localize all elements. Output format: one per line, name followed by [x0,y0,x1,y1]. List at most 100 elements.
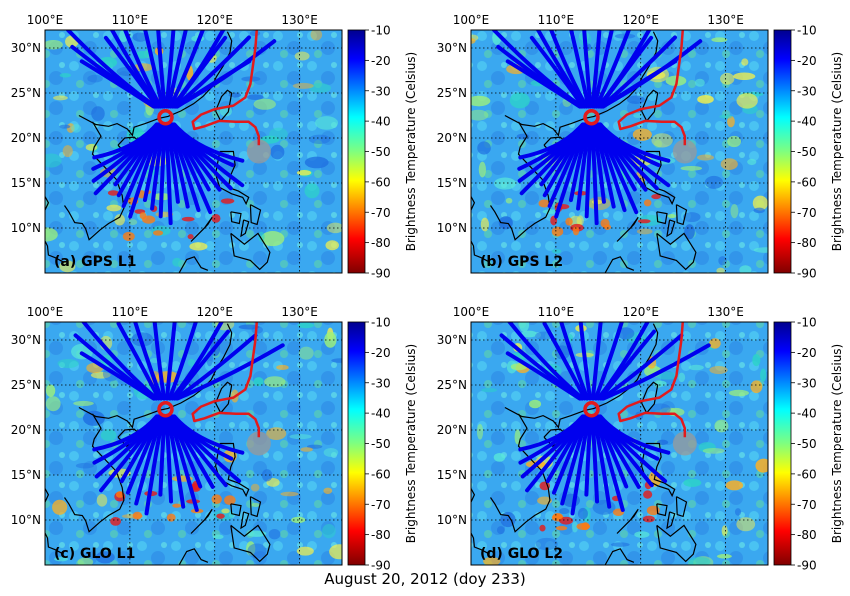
cloud-blob [480,217,489,232]
cloud-blob [667,214,676,219]
cloud-blob [59,260,76,273]
coastline [178,548,209,565]
colorbar-tick-label: -90 [797,559,817,573]
map-panel: 100°E 110°E 120°E 130°E 30°N 25°N 20°N 15°N 10°N… [437,13,844,281]
cloud-blob [53,95,68,101]
cloud-blob [739,265,752,273]
cloud-blob [559,508,570,515]
latitude-tick-label: 15°N [11,176,41,190]
coastline [45,196,64,263]
cloud-blob [483,556,501,565]
ionospheric-pierce-point-track [600,333,684,401]
convection-cell [555,525,568,531]
panel-label: (a) GPS L1 [54,254,137,270]
ionospheric-pierce-point-track [123,30,163,109]
cloud-blob [616,327,635,340]
colorbar-tick-label: -90 [371,267,391,281]
cloud-blob [753,247,768,253]
map-panel: 100°E 110°E 120°E 130°E 30°N 25°N 20°N 15°N 10°N… [437,305,844,573]
ionospheric-pierce-point-track [578,322,593,401]
cloud-blob [721,525,728,536]
cloud-blob [172,257,182,267]
coastline [249,496,262,518]
cloud-blob [730,203,739,219]
cloud-blob [270,144,285,160]
cloud-blob [269,127,288,141]
cloud-blob [253,377,264,387]
convection-cell [110,516,122,526]
longitude-tick-label: 130°E [707,305,744,319]
colorbar-label: Brightness Temperature (Celsius) [830,52,844,251]
coastline [471,196,490,263]
convection-cell [539,481,551,491]
cloud-blob [471,38,476,44]
cloud-blob [91,106,105,122]
cloud-blob [212,534,224,540]
cloud-blob [82,410,105,426]
ionospheric-pierce-point-track [133,322,164,401]
latitude-tick-label: 10°N [437,513,467,527]
cloud-blob [59,124,71,129]
cloud-blob [634,531,650,538]
cloud-blob [736,93,758,109]
convection-cell [166,513,176,522]
ionospheric-pierce-point-track [172,122,245,163]
longitude-tick-label: 100°E [453,305,490,319]
colorbar [773,29,792,274]
longitude-tick-label: 120°E [196,13,233,27]
cloud-blob [476,423,484,440]
coastline [504,31,659,137]
ionospheric-pierce-point-track [590,322,603,401]
cloud-blob [471,95,491,107]
cloud-blob [221,508,230,514]
ionospheric-pierce-point-track [167,322,198,401]
convection-cell [552,512,563,520]
cloud-blob [306,444,323,449]
latitude-tick-label: 25°N [11,86,41,100]
colorbar-label: Brightness Temperature (Celsius) [404,344,418,543]
colorbar-tick-label: -80 [371,528,391,542]
cloud-blob [750,380,763,394]
colorbar-tick-label: -40 [371,407,391,421]
colorbar-label: Brightness Temperature (Celsius) [404,52,418,251]
cloud-blob [514,429,521,445]
coastline [190,216,213,242]
cloud-blob [304,156,329,169]
map-panel: 100°E 110°E 120°E 130°E 30°N 25°N 20°N 15°N 10°N… [11,305,418,573]
cloud-blob [246,94,264,100]
cloud-blob [253,98,276,110]
latitude-tick-label: 30°N [11,41,41,55]
cloud-blob [308,134,331,144]
colorbar [347,321,366,566]
coastline [666,511,676,530]
colorbar-tick-label: -40 [797,115,817,129]
coastline [604,256,635,273]
convection-cell [211,494,222,505]
cloud-blob [571,521,579,533]
coastline [675,204,688,226]
date-caption: August 20, 2012 (doy 233) [324,570,526,588]
ionospheric-pierce-point-track [598,35,654,109]
cloud-blob [189,242,208,251]
coastline [656,524,697,563]
cloud-blob [45,39,63,50]
cloud-blob [114,214,125,226]
coastline [656,503,668,517]
colorbar-tick-label: -90 [371,559,391,573]
latitude-tick-label: 20°N [11,131,41,145]
ionospheric-pierce-point-track [166,30,188,109]
latitude-tick-label: 20°N [437,423,467,437]
ionospheric-pierce-point-track [174,333,258,401]
longitude-tick-label: 120°E [196,305,233,319]
panels-layer: 100°E 110°E 120°E 130°E 30°N 25°N 20°N 15°N 10°N… [11,13,844,573]
colorbar [773,321,792,566]
ionospheric-pierce-point-track [172,414,245,455]
cloud-blob [135,50,150,59]
cloud-blob [73,400,94,406]
convection-cell [181,216,195,222]
cloud-blob [258,231,265,243]
convection-cell [572,226,580,236]
cloud-blob [680,165,703,171]
typhoon-track [617,322,687,438]
